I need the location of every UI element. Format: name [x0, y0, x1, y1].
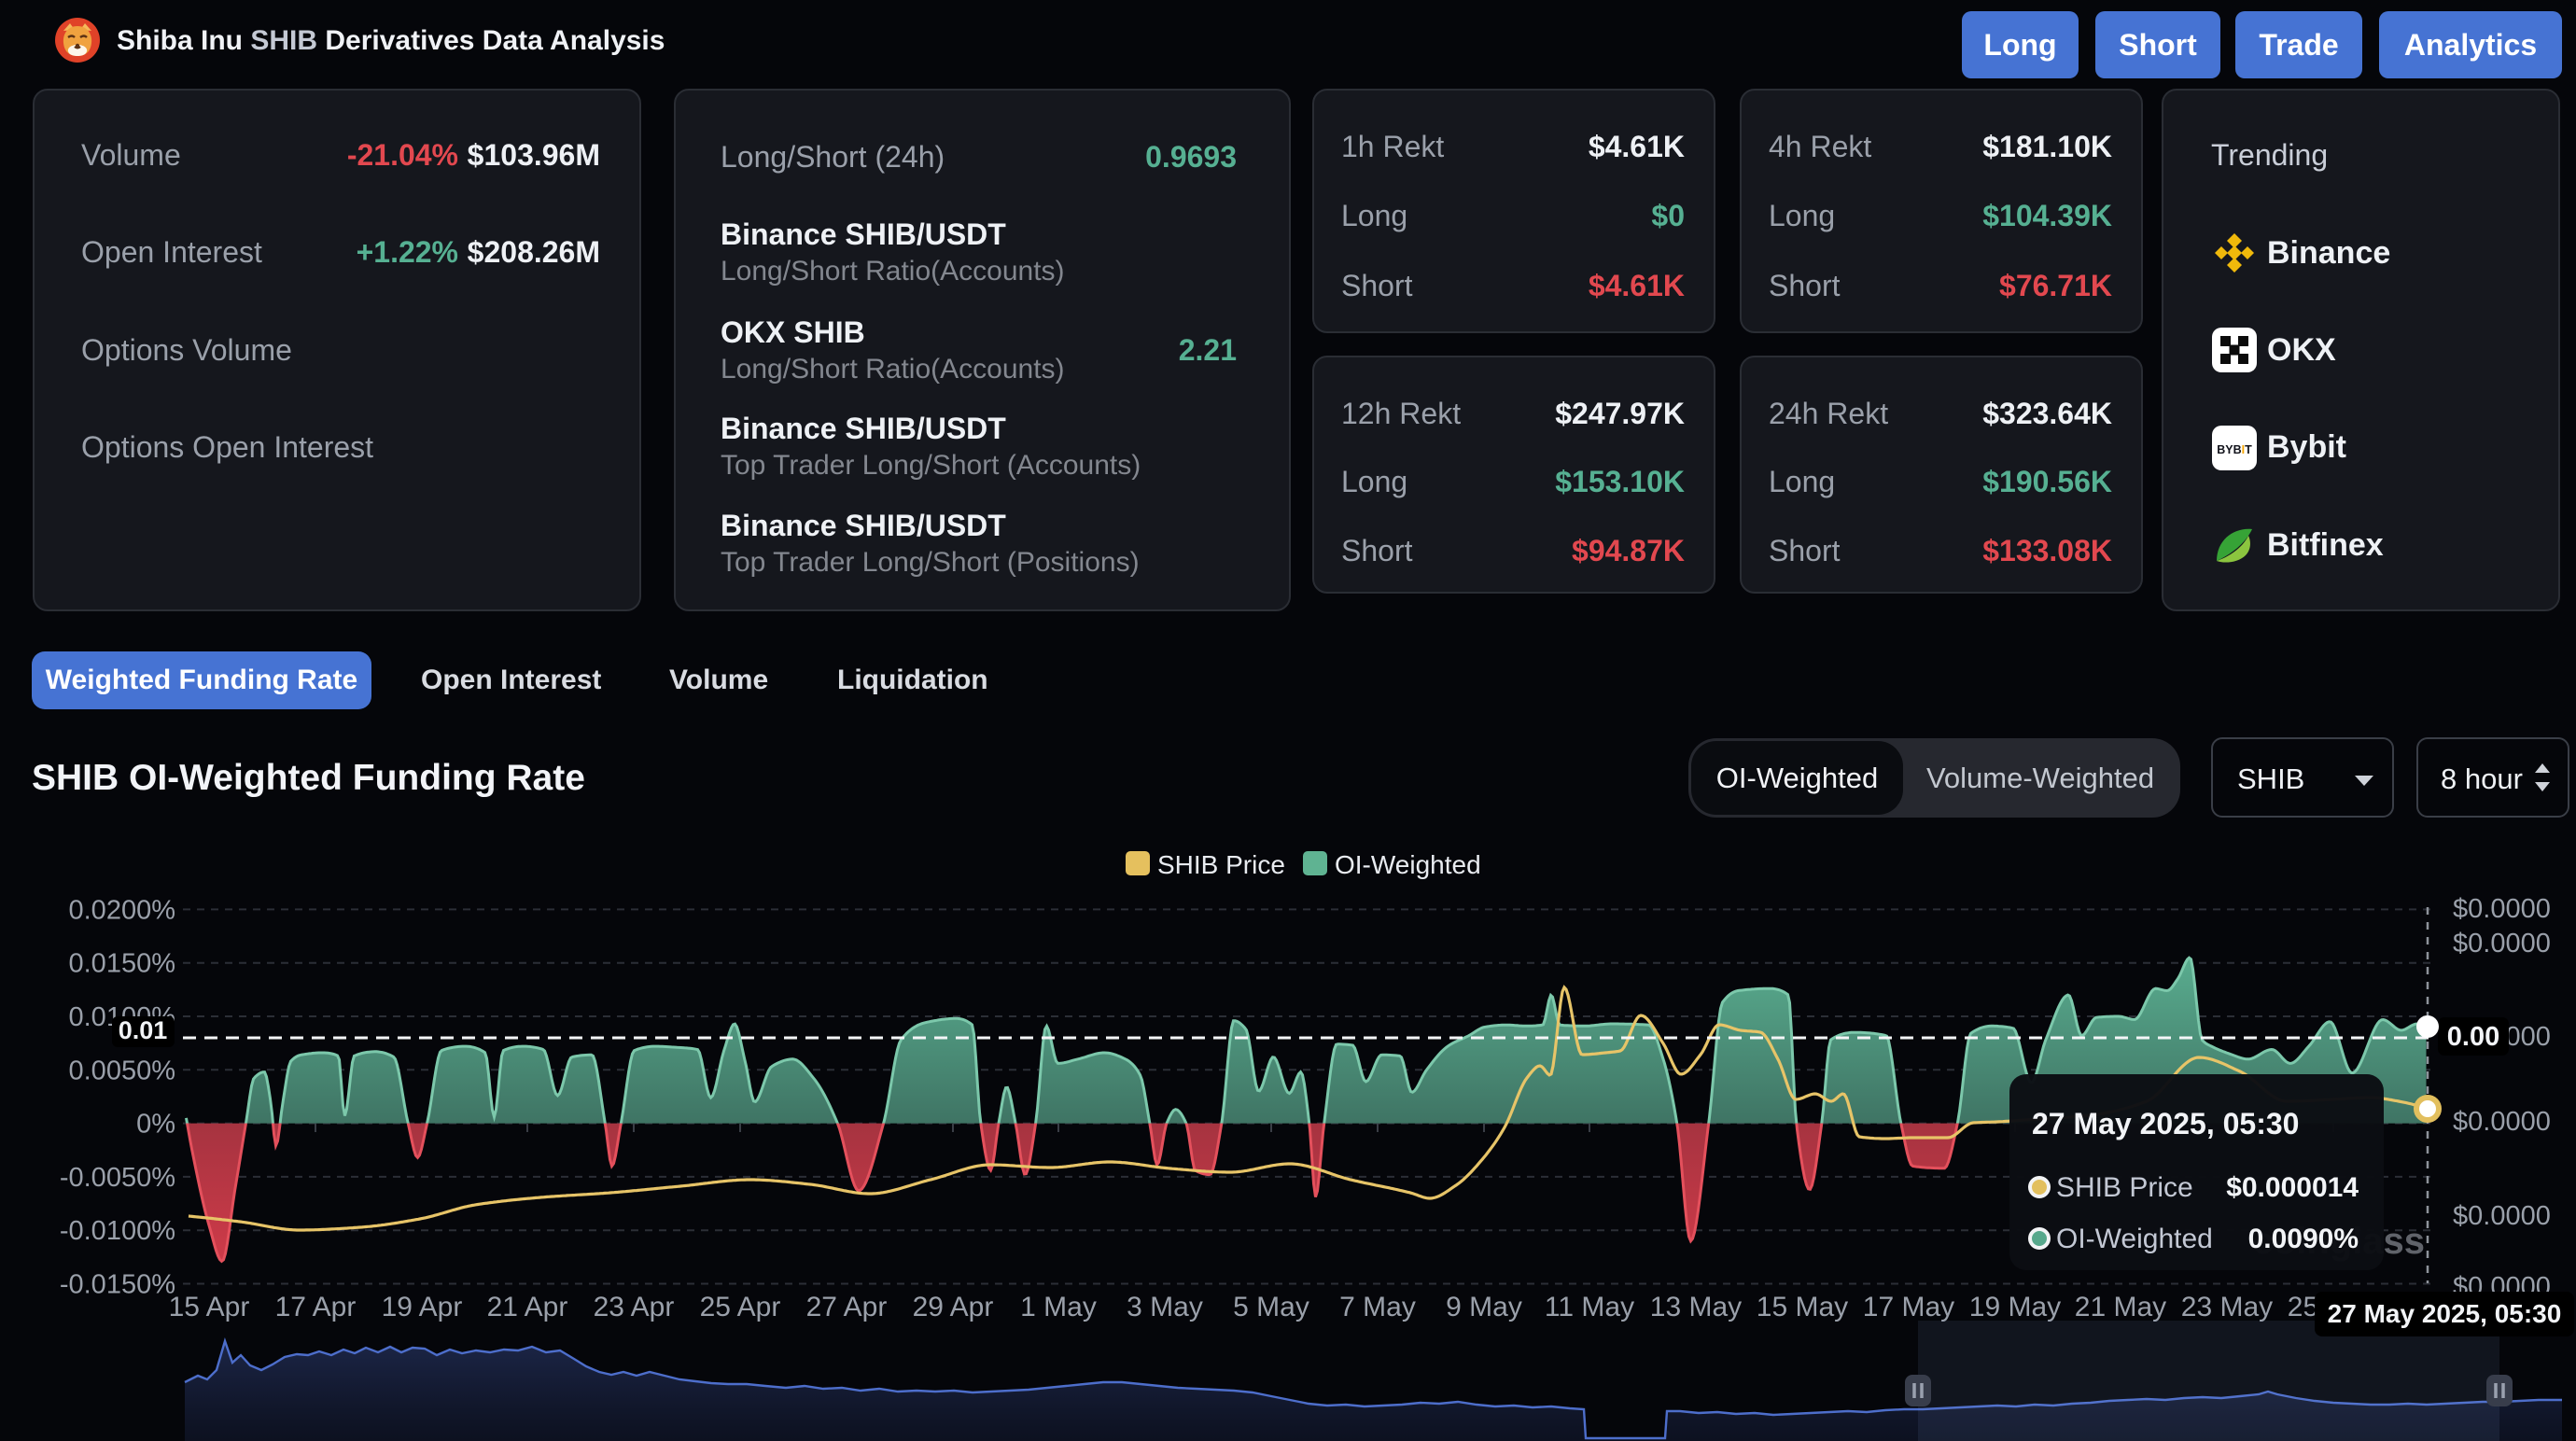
- svg-text:SHIB Price: SHIB Price: [1157, 850, 1285, 879]
- svg-text:OI-Weighted: OI-Weighted: [1335, 850, 1481, 879]
- svg-text:21 May: 21 May: [2075, 1292, 2166, 1322]
- svg-text:0.01: 0.01: [119, 1016, 168, 1044]
- svg-text:25 Apr: 25 Apr: [700, 1292, 781, 1322]
- svg-text:0.00: 0.00: [2447, 1022, 2499, 1052]
- svg-text:-0.0100%: -0.0100%: [60, 1216, 175, 1246]
- svg-text:23 May: 23 May: [2181, 1292, 2273, 1322]
- svg-text:BYBIT: BYBIT: [2217, 443, 2252, 456]
- svg-text:0.0150%: 0.0150%: [69, 949, 176, 979]
- svg-text:17 Apr: 17 Apr: [275, 1292, 357, 1322]
- svg-text:3 May: 3 May: [1127, 1292, 1203, 1322]
- svg-text:OI-Weighted: OI-Weighted: [2056, 1224, 2213, 1254]
- svg-text:0.0090%: 0.0090%: [2248, 1224, 2359, 1254]
- svg-text:13 May: 13 May: [1650, 1292, 1742, 1322]
- svg-text:29 Apr: 29 Apr: [913, 1292, 994, 1322]
- svg-text:19 Apr: 19 Apr: [382, 1292, 463, 1322]
- svg-text:21 Apr: 21 Apr: [487, 1292, 568, 1322]
- svg-text:$0.0000: $0.0000: [2453, 1107, 2551, 1137]
- svg-text:-0.0050%: -0.0050%: [60, 1163, 175, 1193]
- svg-text:$0.0000: $0.0000: [2453, 894, 2551, 924]
- svg-text:17 May: 17 May: [1863, 1292, 1954, 1322]
- svg-text:27 Apr: 27 Apr: [806, 1292, 888, 1322]
- svg-text:1 May: 1 May: [1020, 1292, 1097, 1322]
- svg-text:19 May: 19 May: [1969, 1292, 2061, 1322]
- svg-text:SHIB Price: SHIB Price: [2056, 1172, 2193, 1203]
- svg-text:27 May 2025, 05:30: 27 May 2025, 05:30: [2328, 1299, 2562, 1328]
- svg-text:5 May: 5 May: [1233, 1292, 1309, 1322]
- svg-text:-0.0150%: -0.0150%: [60, 1270, 175, 1300]
- svg-text:$0.0000: $0.0000: [2453, 929, 2551, 958]
- svg-text:27 May 2025, 05:30: 27 May 2025, 05:30: [2032, 1107, 2299, 1140]
- svg-text:15 May: 15 May: [1757, 1292, 1848, 1322]
- svg-text:9 May: 9 May: [1446, 1292, 1522, 1322]
- svg-text:7 May: 7 May: [1339, 1292, 1416, 1322]
- svg-text:0.0200%: 0.0200%: [69, 895, 176, 925]
- svg-text:0%: 0%: [136, 1110, 175, 1140]
- svg-text:23 Apr: 23 Apr: [594, 1292, 675, 1322]
- svg-text:0.0050%: 0.0050%: [69, 1056, 176, 1085]
- svg-text:$0.0000: $0.0000: [2453, 1201, 2551, 1231]
- svg-text:11 May: 11 May: [1545, 1292, 1634, 1322]
- svg-text:$0.000014: $0.000014: [2226, 1172, 2359, 1203]
- svg-text:15 Apr: 15 Apr: [169, 1292, 250, 1322]
